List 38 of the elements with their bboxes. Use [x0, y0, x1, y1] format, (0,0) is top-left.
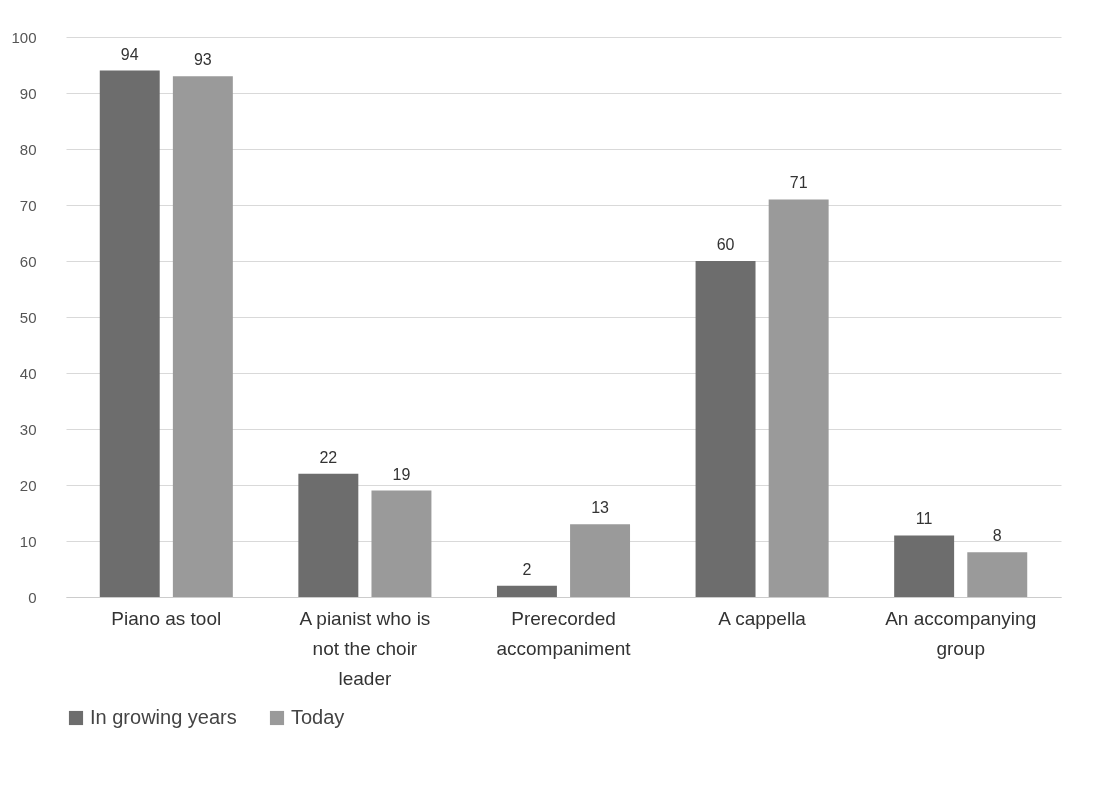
data-label: 19: [392, 465, 411, 483]
bar: [371, 490, 432, 597]
x-tick-label: Piano as tool: [111, 607, 222, 629]
bar: [172, 76, 233, 597]
y-tick-label: 90: [19, 84, 37, 102]
y-tick-label: 70: [19, 196, 37, 214]
data-label: 94: [120, 45, 139, 63]
y-tick-label: 20: [19, 476, 37, 494]
bar: [99, 70, 160, 597]
data-label: 2: [522, 560, 532, 578]
data-label: 71: [789, 174, 808, 192]
bar: [768, 199, 829, 597]
y-tick-label: 10: [19, 532, 37, 550]
legend-label: In growing years: [90, 706, 237, 728]
bar: [570, 524, 631, 597]
legend-label: Today: [291, 706, 345, 728]
y-tick-label: 0: [28, 588, 37, 606]
data-label: 60: [716, 236, 735, 253]
data-label: 13: [591, 499, 610, 517]
y-tick-label: 50: [19, 308, 37, 326]
bar: [496, 585, 557, 597]
x-tick-label: A cappella: [718, 607, 807, 629]
y-tick-label: 30: [19, 420, 37, 438]
bar: [695, 261, 756, 597]
data-label: 8: [992, 527, 1002, 545]
y-tick-label: 80: [19, 140, 37, 158]
data-label: 93: [193, 51, 212, 69]
x-tick-label: An accompanying group: [885, 607, 1037, 659]
bar: [298, 473, 359, 597]
x-tick-label: A pianist who is not the choir leader: [299, 607, 431, 689]
bar: [894, 535, 955, 597]
y-tick-label: 40: [19, 364, 37, 382]
data-label: 22: [319, 448, 338, 466]
y-tick-label: 60: [19, 252, 37, 270]
bar: [967, 552, 1028, 597]
y-tick-label: 100: [11, 28, 37, 46]
x-tick-label: Prerecorded accompaniment: [496, 607, 632, 659]
data-label: 11: [915, 510, 933, 528]
